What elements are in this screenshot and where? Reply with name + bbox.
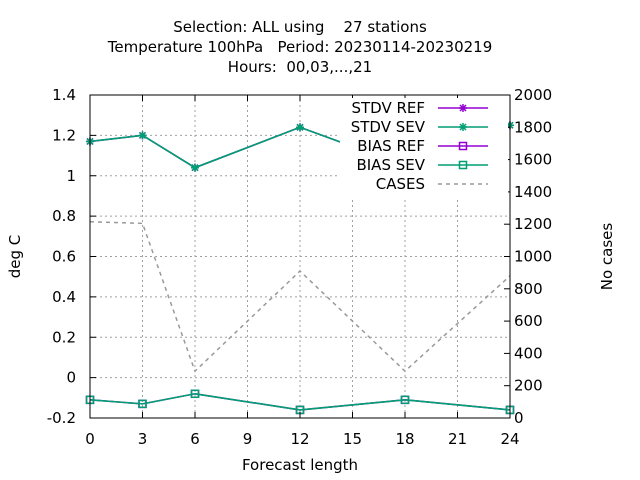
x-tick-label: 12	[290, 430, 309, 448]
x-tick-label: 15	[343, 430, 362, 448]
legend-label: STDV SEV	[351, 118, 426, 136]
legend-label: BIAS REF	[357, 137, 425, 155]
series-cases	[89, 221, 511, 373]
title-line-2: Temperature 100hPa Period: 20230114-2023…	[107, 38, 493, 56]
x-tick-label: 0	[85, 430, 95, 448]
legend-label: BIAS SEV	[356, 156, 425, 174]
grid	[90, 95, 510, 418]
chart-title: Selection: ALL using 27 stations Tempera…	[107, 18, 493, 76]
y-tick-label: 1.4	[52, 86, 76, 104]
y2-tick-label: 600	[514, 312, 543, 330]
y-tick-label: 1	[66, 167, 76, 185]
y2-tick-label: 1000	[514, 248, 552, 266]
legend-marker	[459, 123, 467, 131]
y2-tick-label: 400	[514, 344, 543, 362]
series-line	[89, 221, 511, 373]
y2-tick-label: 1400	[514, 183, 552, 201]
legend-label: STDV REF	[351, 99, 425, 117]
y-tick-label: 1.2	[52, 126, 76, 144]
y2-tick-label: 1800	[514, 118, 552, 136]
y2-axis-label: No cases	[598, 223, 616, 291]
x-tick-label: 18	[395, 430, 414, 448]
y2-tick-label: 0	[514, 409, 524, 427]
data-point	[190, 389, 200, 399]
legend-marker	[459, 104, 467, 112]
data-point	[400, 395, 410, 405]
y-tick-label: 0.4	[52, 288, 76, 306]
y2-tick-label: 1200	[514, 215, 552, 233]
y-tick-label: 0.6	[52, 248, 76, 266]
x-tick-label: 9	[243, 430, 253, 448]
data-point	[138, 131, 147, 140]
y2-tick-label: 200	[514, 377, 543, 395]
legend-marker	[458, 141, 468, 151]
x-tick-label: 21	[448, 430, 467, 448]
title-line-3: Hours: 00,03,...,21	[228, 58, 372, 76]
data-point	[138, 399, 147, 409]
y-tick-label: 0.2	[52, 328, 76, 346]
y2-tick-label: 800	[514, 280, 543, 298]
x-tick-label: 24	[500, 430, 519, 448]
x-axis-label: Forecast length	[242, 456, 358, 474]
y2-tick-label: 1600	[514, 151, 552, 169]
legend-marker	[458, 160, 468, 170]
y2-tick-label: 2000	[514, 86, 552, 104]
data-point	[296, 123, 304, 132]
y-tick-label: 0.8	[52, 207, 76, 225]
legend-background	[340, 98, 508, 198]
y-tick-label: 0	[66, 369, 76, 387]
tick-labels: 0 3 6 9 12 15 18 21 24 -0.2 0 0.2 0.4 0.6 0.8 1 1.2 1.4 0 2…	[47, 86, 552, 448]
series-line	[89, 392, 511, 411]
y-axis-label: deg C	[6, 235, 24, 279]
y-tick-label: -0.2	[47, 409, 76, 427]
data-point	[191, 163, 199, 172]
title-line-1: Selection: ALL using 27 stations	[173, 18, 427, 36]
x-tick-label: 3	[138, 430, 148, 448]
x-tick-label: 6	[190, 430, 200, 448]
legend-label: CASES	[376, 175, 425, 193]
